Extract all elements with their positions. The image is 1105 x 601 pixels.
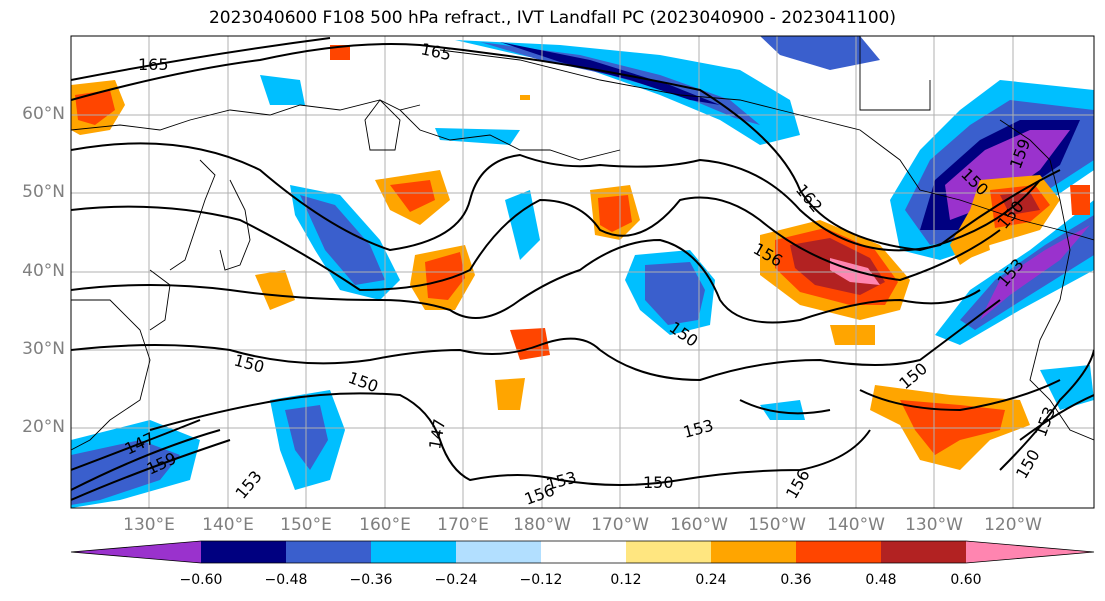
colorbar-tick: −0.48: [264, 572, 308, 588]
lat-label: 20°N: [22, 417, 65, 437]
contour-label: 147: [122, 428, 158, 458]
figure-title: 2023040600 F108 500 hPa refract., IVT La…: [208, 8, 896, 28]
colorbar-tick: 0.12: [610, 572, 642, 588]
height-contours: [71, 37, 1094, 501]
lon-label: 130°E: [123, 515, 175, 535]
colorbar-tick: −0.12: [519, 572, 563, 588]
lat-label: 60°N: [22, 104, 65, 124]
contour-label: 147: [425, 417, 449, 450]
colorbar-tick: −0.60: [179, 572, 223, 588]
contour-label: 159: [144, 448, 180, 478]
lat-label: 30°N: [22, 339, 65, 359]
lon-label: 180°W: [513, 515, 571, 535]
contour-label: 150: [666, 318, 702, 351]
contour-label: 153: [232, 467, 266, 503]
contour-label: 156: [750, 239, 786, 271]
lon-label: 160°W: [670, 515, 728, 535]
lon-label: 150°W: [748, 515, 806, 535]
contour-label: 150: [643, 473, 674, 492]
contour-label: 150: [994, 197, 1028, 233]
lat-label: 50°N: [22, 182, 65, 202]
lon-label: 170°E: [437, 515, 489, 535]
contour-label: 156: [782, 466, 814, 502]
contour-label: 153: [681, 416, 715, 442]
colorbar-tick: −0.36: [349, 572, 393, 588]
contour-label: 153: [994, 255, 1028, 291]
contour-label: 150: [232, 351, 266, 377]
colorbar-tick: −0.24: [434, 572, 478, 588]
positive-anomaly-shading: [71, 45, 1090, 470]
contour-label: 156: [522, 480, 557, 508]
contour-label: 150: [346, 368, 381, 396]
colorbar: [70, 540, 1095, 564]
contour-label: 159: [1006, 136, 1034, 171]
lat-label: 40°N: [22, 261, 65, 281]
lon-label: 120°W: [984, 515, 1042, 535]
colorbar-tick: 0.60: [950, 572, 982, 588]
coastlines: [71, 36, 1094, 451]
map-gridlines: [71, 36, 1094, 508]
colorbar-tick: 0.48: [865, 572, 897, 588]
lon-label: 140°E: [202, 515, 254, 535]
lon-label: 150°E: [280, 515, 332, 535]
contour-label: 165: [419, 39, 453, 64]
lon-label: 160°E: [359, 515, 411, 535]
contour-label: 165: [138, 55, 169, 74]
colorbar-tick: 0.24: [695, 572, 727, 588]
contour-label: 162: [792, 180, 826, 216]
lon-label: 140°W: [827, 515, 885, 535]
map-frame: [70, 35, 1095, 509]
contour-label: 150: [957, 164, 992, 199]
lon-label: 170°W: [591, 515, 649, 535]
contour-label: 153: [1031, 404, 1059, 439]
contour-label: 150: [1012, 446, 1044, 482]
lon-label: 130°W: [905, 515, 963, 535]
map-panel: [71, 36, 1094, 508]
contour-label: 150: [895, 359, 931, 393]
colorbar-tick: 0.36: [780, 572, 812, 588]
